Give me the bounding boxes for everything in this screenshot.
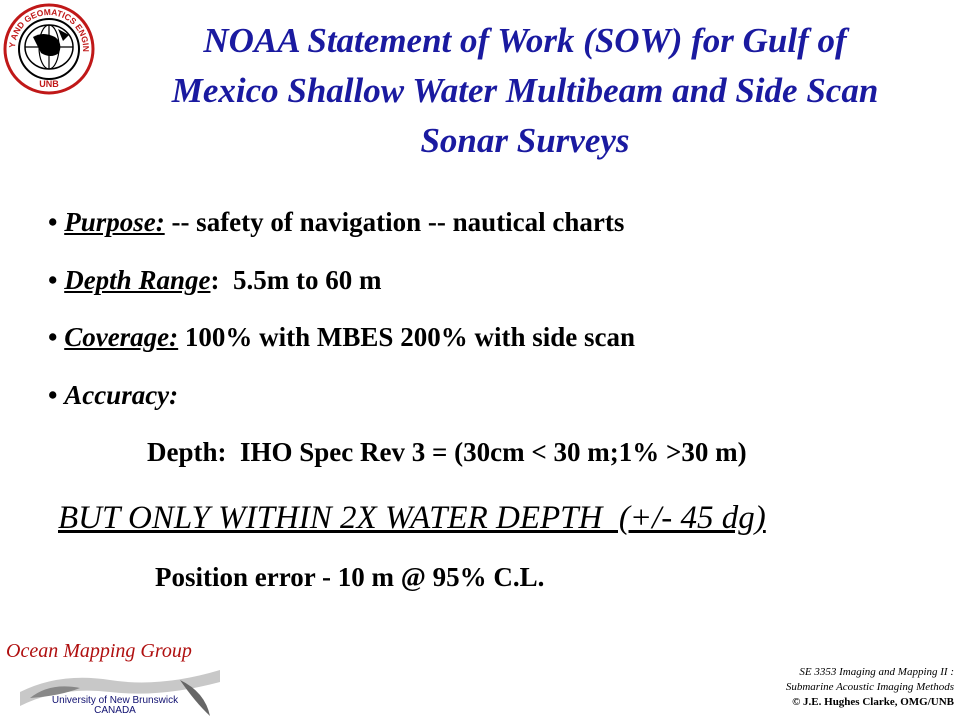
bullet-marker: • — [48, 322, 58, 352]
bullet-coverage: • Coverage: 100% with MBES 200% with sid… — [48, 322, 635, 353]
bullet-label-accuracy: Accuracy: — [64, 380, 179, 410]
bullet-accuracy: • Accuracy: — [48, 380, 178, 411]
university-country: CANADA — [94, 705, 136, 716]
university-label: University of New Brunswick CANADA — [40, 696, 190, 716]
course-line-2: Submarine Acoustic Imaging Methods — [785, 681, 954, 693]
bullet-purpose: • Purpose: -- safety of navigation -- na… — [48, 207, 624, 238]
title-line-1: NOAA Statement of Work (SOW) for Gulf of — [203, 21, 847, 60]
bullet-label-purpose: Purpose: — [64, 207, 165, 237]
slide-title: NOAA Statement of Work (SOW) for Gulf of… — [100, 16, 950, 166]
title-line-3: Sonar Surveys — [420, 121, 630, 160]
bullet-depth-range: • Depth Range: 5.5m to 60 m — [48, 265, 381, 296]
university-name: University of New Brunswick — [51, 695, 179, 706]
emphasis-line: BUT ONLY WITHIN 2X WATER DEPTH (+/- 45 d… — [58, 500, 766, 536]
ocean-mapping-group-label: Ocean Mapping Group — [6, 640, 192, 662]
globe-icon — [24, 24, 74, 70]
bullet-text-purpose: -- safety of navigation -- nautical char… — [164, 207, 625, 237]
course-credit: SE 3353 Imaging and Mapping II : Submari… — [786, 665, 954, 710]
copyright-line: © J.E. Hughes Clarke, OMG/UNB — [792, 696, 954, 708]
bullet-marker: • — [48, 265, 58, 295]
position-error-line: Position error - 10 m @ 95% C.L. — [155, 562, 545, 592]
ocean-mapping-logo-art — [20, 670, 220, 716]
bullet-marker: • — [48, 380, 58, 410]
bullet-label-coverage: Coverage: — [64, 322, 179, 352]
bullet-marker: • — [48, 207, 58, 237]
geodesy-logo: GEODESY AND GEOMATICS ENGINEERING UNB — [3, 3, 95, 95]
bullet-suffix-depth-range: : — [210, 265, 220, 295]
title-line-2: Mexico Shallow Water Multibeam and Side … — [171, 71, 879, 110]
logo-unb-text: UNB — [39, 79, 59, 89]
course-line-1: SE 3353 Imaging and Mapping II : — [799, 666, 954, 678]
bullet-text-coverage: 100% with MBES 200% with side scan — [178, 322, 635, 352]
bullet-text-depth-range: 5.5m to 60 m — [219, 265, 382, 295]
bullet-label-depth-range: Depth Range — [64, 265, 211, 295]
depth-spec-line: Depth: IHO Spec Rev 3 = (30cm < 30 m;1% … — [147, 437, 747, 467]
